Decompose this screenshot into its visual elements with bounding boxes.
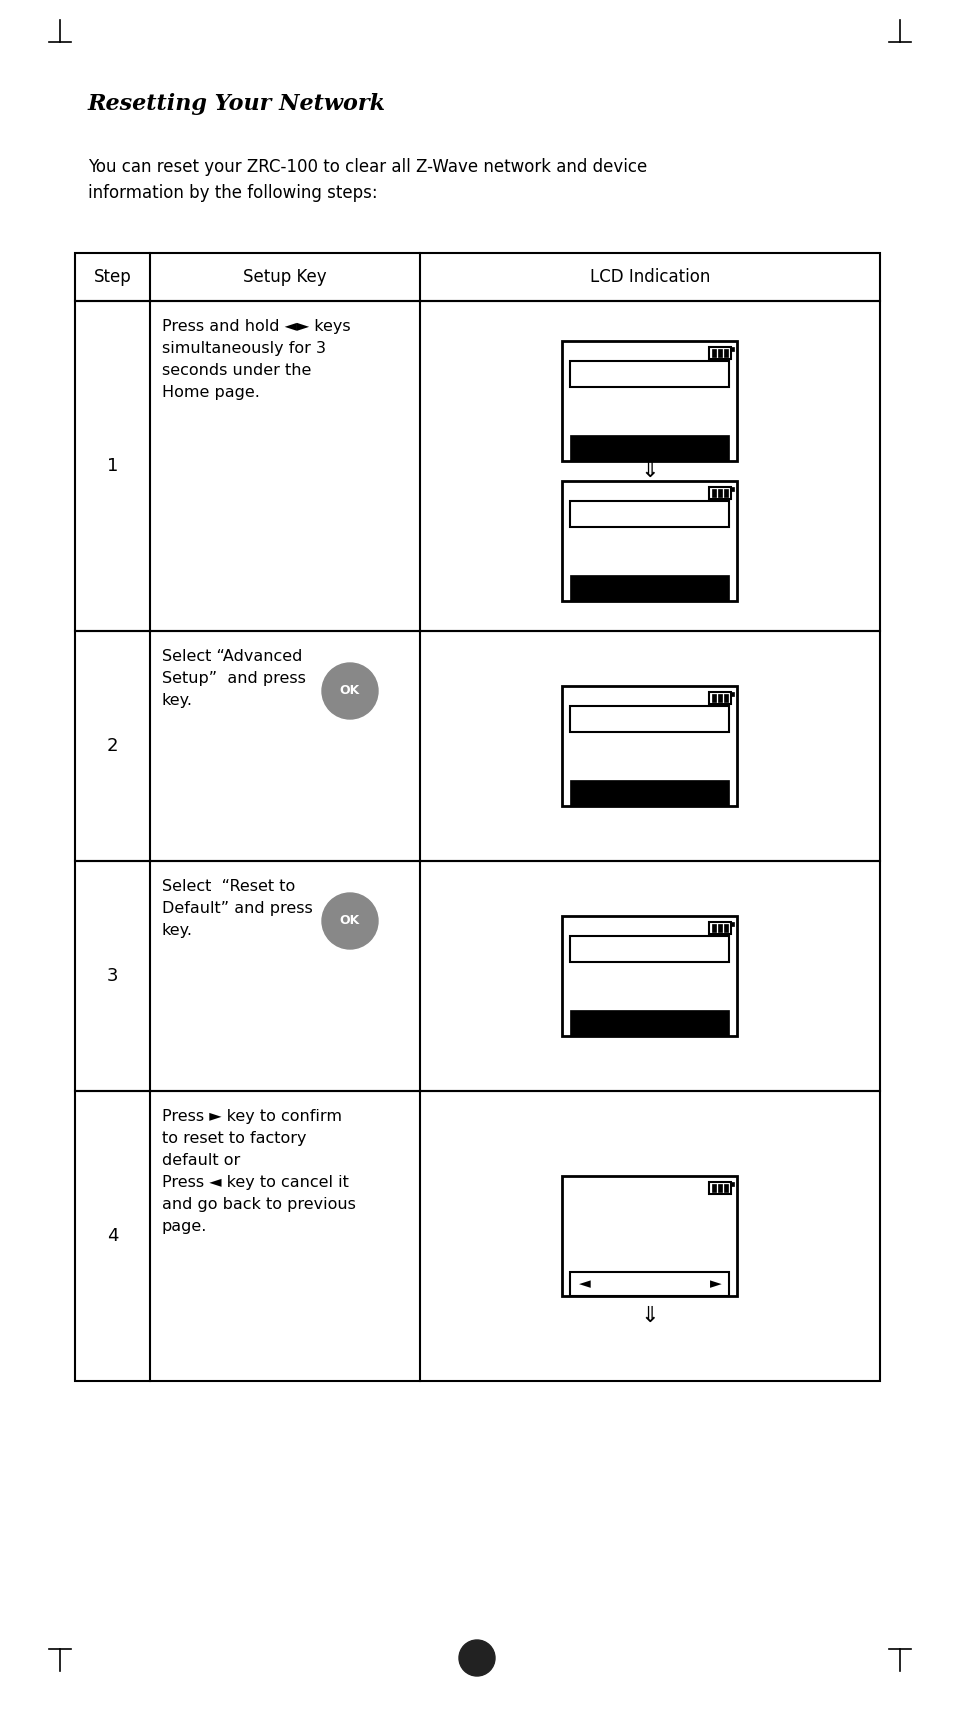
Bar — [709, 922, 731, 934]
Text: Select “Advanced: Select “Advanced — [162, 649, 302, 665]
Text: ◄: ◄ — [578, 1276, 590, 1292]
Bar — [75, 254, 879, 301]
Circle shape — [322, 892, 377, 949]
Bar — [709, 486, 731, 498]
Text: Press and hold ◄► keys: Press and hold ◄► keys — [162, 319, 351, 334]
Text: and go back to previous: and go back to previous — [162, 1197, 355, 1213]
Bar — [731, 486, 734, 492]
Text: OK: OK — [339, 915, 359, 927]
Circle shape — [458, 1639, 495, 1675]
Bar — [731, 692, 734, 695]
Bar — [75, 862, 879, 1091]
Text: Setup Key: Setup Key — [243, 267, 327, 286]
Text: OK: OK — [339, 685, 359, 697]
Text: key.: key. — [162, 694, 193, 707]
Bar — [709, 1182, 731, 1194]
Text: Default” and press: Default” and press — [162, 901, 313, 916]
Text: 4: 4 — [107, 1227, 118, 1245]
Bar — [570, 1273, 729, 1297]
Bar — [570, 935, 729, 963]
Bar — [723, 349, 728, 356]
Bar — [562, 685, 737, 807]
Text: to reset to factory: to reset to factory — [162, 1131, 306, 1146]
Bar — [718, 488, 721, 497]
Text: 2: 2 — [107, 737, 118, 755]
Bar — [570, 500, 729, 528]
Bar — [723, 1184, 728, 1192]
Bar — [731, 922, 734, 927]
Text: Home page.: Home page. — [162, 385, 259, 401]
Text: simultaneously for 3: simultaneously for 3 — [162, 341, 326, 356]
Bar — [709, 692, 731, 704]
Bar — [723, 488, 728, 497]
Text: Setup”  and press: Setup” and press — [162, 671, 306, 685]
Text: key.: key. — [162, 923, 193, 939]
Bar — [570, 779, 729, 807]
Text: 3: 3 — [107, 968, 118, 985]
Bar — [712, 488, 716, 497]
Text: 1: 1 — [107, 457, 118, 475]
Text: Step: Step — [93, 267, 132, 286]
Text: LCD Indication: LCD Indication — [589, 267, 709, 286]
Bar — [562, 341, 737, 461]
Bar — [718, 349, 721, 356]
Bar — [562, 481, 737, 601]
Bar — [75, 630, 879, 862]
Bar — [75, 1091, 879, 1381]
Bar — [723, 923, 728, 932]
Bar — [712, 1184, 716, 1192]
Bar — [723, 694, 728, 702]
Bar — [712, 923, 716, 932]
Text: Select  “Reset to: Select “Reset to — [162, 879, 294, 894]
Bar — [570, 361, 729, 387]
Bar — [562, 1177, 737, 1297]
Bar — [712, 349, 716, 356]
Bar — [709, 348, 731, 360]
Text: Press ► key to confirm: Press ► key to confirm — [162, 1108, 341, 1124]
Text: seconds under the: seconds under the — [162, 363, 311, 379]
Bar — [712, 694, 716, 702]
Text: Resetting Your Network: Resetting Your Network — [88, 93, 386, 115]
Bar — [731, 348, 734, 351]
Text: ►: ► — [709, 1276, 720, 1292]
Text: ⇓: ⇓ — [640, 461, 659, 481]
Bar — [570, 706, 729, 733]
Bar — [731, 1182, 734, 1185]
Bar — [718, 923, 721, 932]
Circle shape — [322, 663, 377, 719]
Text: You can reset your ZRC-100 to clear all Z-Wave network and device
information by: You can reset your ZRC-100 to clear all … — [88, 158, 646, 202]
Bar — [718, 1184, 721, 1192]
Bar — [562, 916, 737, 1036]
Text: page.: page. — [162, 1220, 207, 1233]
Bar — [718, 694, 721, 702]
Text: Press ◄ key to cancel it: Press ◄ key to cancel it — [162, 1175, 349, 1191]
Bar — [570, 1009, 729, 1036]
Bar — [75, 301, 879, 630]
Text: ⇓: ⇓ — [640, 1305, 659, 1326]
Bar — [570, 435, 729, 461]
Text: default or: default or — [162, 1153, 240, 1168]
Bar — [570, 574, 729, 601]
